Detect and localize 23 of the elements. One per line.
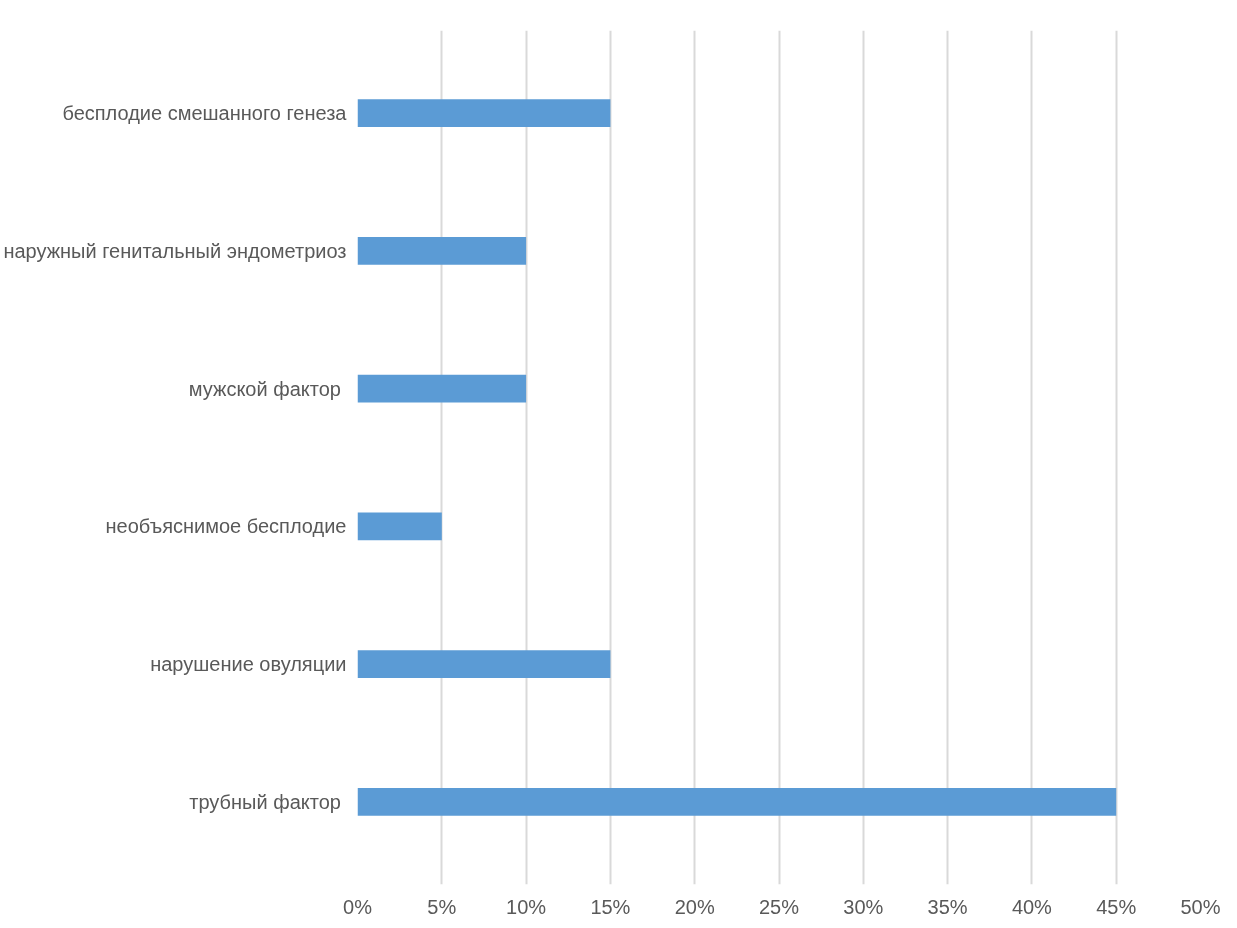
x-tick-label: 25% [758,895,800,918]
bar [357,512,442,541]
y-tick-label: нарушение овуляции [150,653,347,676]
bar [357,237,527,265]
x-tick-label: 50% [1180,895,1221,918]
x-tick-label: 35% [927,895,968,918]
y-tick-label: трубный фактор [189,790,341,813]
x-tick-label: 15% [590,895,631,918]
y-tick-label: мужской фактор [188,377,341,400]
bar [357,99,611,127]
x-tick-label: 10% [506,895,547,918]
x-tick-label: 45% [1096,895,1137,918]
y-tick-label: необъяснимое бесплодие [105,515,347,538]
bar [357,650,611,678]
x-tick-label: 5% [427,895,457,918]
bar [357,788,1117,816]
x-tick-label: 30% [843,895,884,918]
y-tick-label: наружный генитальный эндометриоз [3,239,347,262]
x-tick-label: 20% [674,895,715,918]
x-tick-label: 40% [1011,895,1053,918]
bar [357,374,527,403]
x-tick-label: 0% [343,895,373,918]
y-tick-label: бесплодие смешанного генеза [62,102,348,125]
